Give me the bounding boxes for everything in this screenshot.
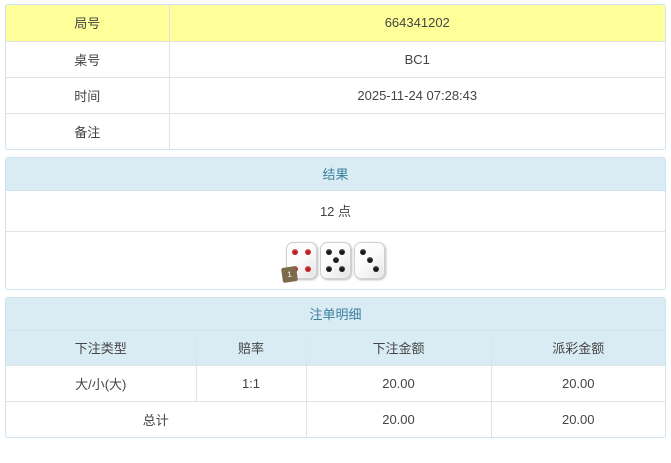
info-label-table-no: 桌号 bbox=[6, 40, 170, 78]
info-label-remark: 备注 bbox=[6, 112, 170, 149]
die-pip-icon bbox=[326, 265, 332, 272]
cell-payout-amount: 20.00 bbox=[490, 364, 665, 402]
cell-total-payout-amount: 20.00 bbox=[490, 400, 665, 437]
result-panel: 结果 12 点 1 bbox=[5, 157, 666, 290]
game-info-panel: 局号 664341202 桌号 BC1 时间 2025-11-24 07:28:… bbox=[5, 4, 666, 150]
die-pip-icon bbox=[339, 248, 345, 255]
info-value-table-no: BC1 bbox=[168, 40, 665, 78]
die-pip-icon bbox=[292, 248, 298, 255]
info-value-round-no: 664341202 bbox=[168, 5, 665, 42]
die-pip-icon bbox=[373, 265, 379, 272]
info-label-round-no: 局号 bbox=[6, 5, 170, 42]
game-info-table: 局号 664341202 桌号 BC1 时间 2025-11-24 07:28:… bbox=[6, 5, 665, 149]
table-row: 备注 bbox=[6, 112, 665, 149]
die-pip-icon bbox=[366, 257, 373, 264]
info-label-time: 时间 bbox=[6, 76, 170, 114]
die-badge: 1 bbox=[281, 265, 298, 283]
die-3 bbox=[354, 241, 385, 279]
bet-detail-table: 下注类型 赔率 下注金额 派彩金额 大/小(大) 1:1 20.00 20.00… bbox=[6, 331, 665, 437]
result-total-points: 12 点 bbox=[6, 191, 665, 232]
table-row: 1 bbox=[6, 230, 665, 289]
cell-total-bet-amount: 20.00 bbox=[305, 400, 492, 437]
table-row: 桌号 BC1 bbox=[6, 40, 665, 78]
info-value-remark bbox=[168, 112, 665, 149]
die-2 bbox=[320, 241, 351, 279]
die-pip-icon bbox=[326, 248, 332, 255]
col-header-bet-amount: 下注金额 bbox=[305, 331, 492, 366]
die-1: 1 bbox=[281, 241, 317, 283]
cell-bet-type: 大/小(大) bbox=[6, 364, 197, 402]
col-header-odds: 赔率 bbox=[195, 331, 307, 366]
cell-total-label: 总计 bbox=[6, 400, 307, 437]
table-row: 时间 2025-11-24 07:28:43 bbox=[6, 76, 665, 114]
bet-detail-panel: 注单明细 下注类型 赔率 下注金额 派彩金额 大/小(大) 1:1 20.00 … bbox=[5, 297, 666, 438]
result-table: 12 点 1 bbox=[6, 191, 665, 289]
bet-detail-section-title: 注单明细 bbox=[6, 298, 665, 331]
table-row: 局号 664341202 bbox=[6, 5, 665, 42]
table-row: 大/小(大) 1:1 20.00 20.00 bbox=[6, 364, 665, 402]
table-total-row: 总计 20.00 20.00 bbox=[6, 400, 665, 437]
die-pip-icon bbox=[305, 265, 311, 272]
cell-bet-amount: 20.00 bbox=[305, 364, 492, 402]
result-section-title: 结果 bbox=[6, 158, 665, 191]
table-row: 12 点 bbox=[6, 191, 665, 232]
die-pip-icon bbox=[332, 257, 339, 264]
col-header-bet-type: 下注类型 bbox=[6, 331, 197, 366]
die-pip-icon bbox=[305, 248, 311, 255]
dice-group: 1 bbox=[6, 241, 665, 283]
info-value-time: 2025-11-24 07:28:43 bbox=[168, 76, 665, 114]
die-pip-icon bbox=[360, 248, 366, 255]
die-pip-icon bbox=[339, 265, 345, 272]
table-header-row: 下注类型 赔率 下注金额 派彩金额 bbox=[6, 331, 665, 366]
col-header-payout-amount: 派彩金额 bbox=[490, 331, 665, 366]
dice-cell: 1 bbox=[6, 230, 665, 289]
cell-odds: 1:1 bbox=[195, 364, 307, 402]
